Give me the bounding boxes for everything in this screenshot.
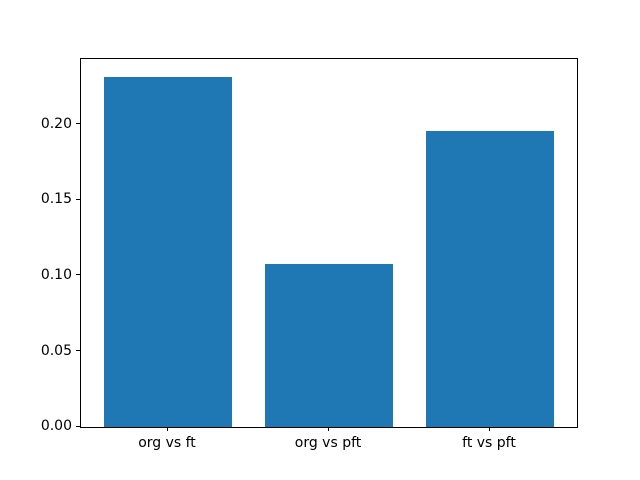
- y-axis-tick-label: 0.15: [40, 191, 72, 208]
- x-axis-tick-label: org vs ft: [138, 435, 196, 451]
- x-axis-tick-label: ft vs pft: [462, 435, 516, 451]
- x-axis-tick-label: org vs pft: [294, 435, 362, 451]
- plot-area: [80, 58, 578, 428]
- x-axis-tick: [489, 427, 490, 431]
- y-axis-tick-label: 0.20: [40, 115, 72, 132]
- x-axis-tick: [328, 427, 329, 431]
- bar-org-vs-ft: [103, 76, 233, 427]
- y-axis-tick: [76, 123, 80, 125]
- x-axis-tick: [167, 427, 168, 431]
- y-axis-tick-label: 0.10: [40, 266, 72, 283]
- bar-ft-vs-pft: [425, 130, 555, 427]
- bar-org-vs-pft: [264, 263, 394, 427]
- y-axis-tick-label: 0.05: [40, 342, 72, 359]
- y-axis-tick: [76, 274, 80, 276]
- y-axis-tick-label: 0.00: [40, 418, 72, 434]
- y-axis-tick: [76, 350, 80, 351]
- y-axis-tick: [76, 425, 80, 427]
- y-axis-tick: [76, 198, 80, 200]
